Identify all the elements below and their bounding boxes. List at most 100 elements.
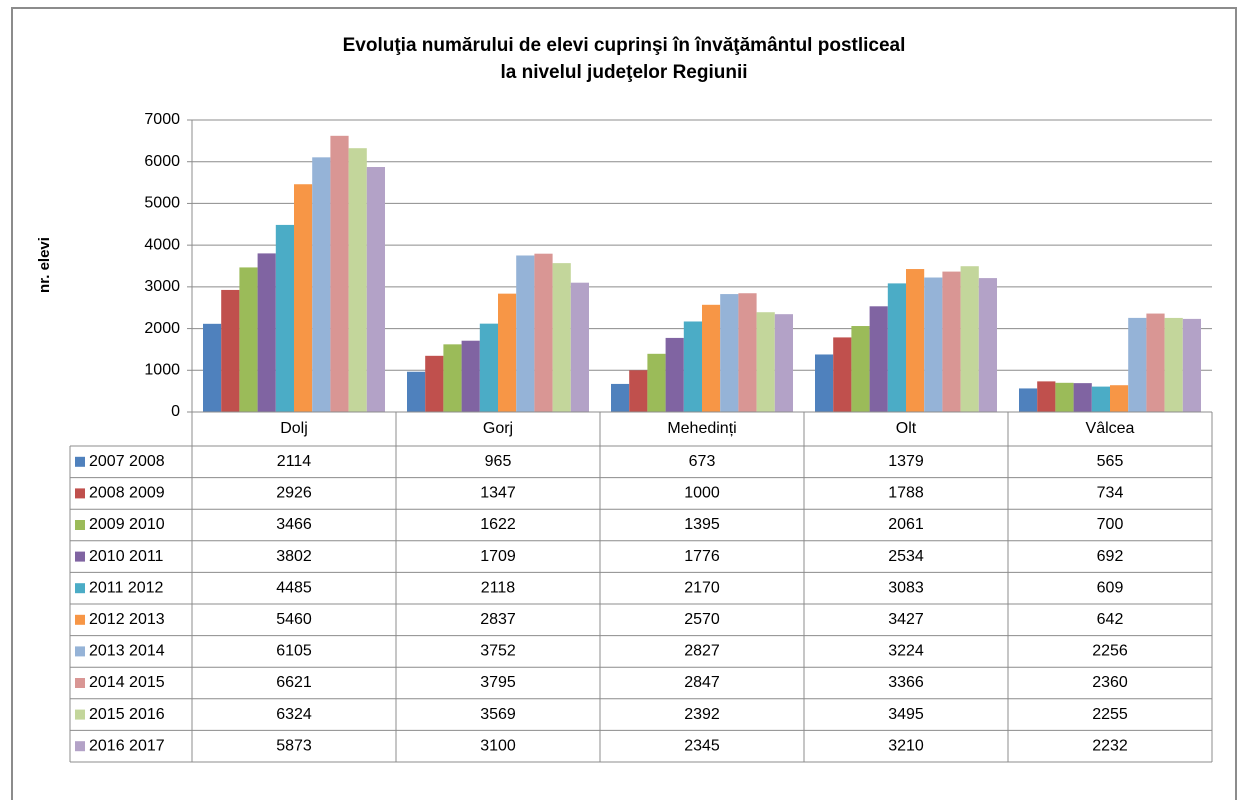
legend-key xyxy=(75,709,85,720)
legend-label: 2015 2016 xyxy=(89,706,165,723)
table-cell: 965 xyxy=(485,453,512,470)
table-cell: 642 xyxy=(1097,611,1124,628)
bar xyxy=(869,306,888,412)
legend-label: 2016 2017 xyxy=(89,737,165,754)
table-cell: 3569 xyxy=(480,706,516,723)
bar xyxy=(479,323,498,412)
bar xyxy=(1091,386,1110,412)
legend-label: 2007 2008 xyxy=(89,453,165,470)
table-cell: 3083 xyxy=(888,579,924,596)
y-tick-label: 6000 xyxy=(144,153,180,170)
bar xyxy=(1037,381,1056,412)
bar xyxy=(221,289,240,412)
bar xyxy=(942,271,961,412)
bar xyxy=(552,263,571,412)
table-cell: 2360 xyxy=(1092,674,1128,691)
bar xyxy=(312,157,331,412)
table-cell: 2232 xyxy=(1092,737,1128,754)
bar xyxy=(498,293,517,412)
legend-label: 2011 2012 xyxy=(89,579,164,596)
legend-key xyxy=(75,551,85,562)
y-tick-label: 2000 xyxy=(144,320,180,337)
bar xyxy=(534,253,553,412)
table-cell: 1379 xyxy=(888,453,924,470)
legend-key xyxy=(75,456,85,467)
table-cell: 2570 xyxy=(684,611,720,628)
table-cell: 1788 xyxy=(888,485,924,502)
table-cell: 6324 xyxy=(276,706,312,723)
bar xyxy=(1164,317,1183,412)
table-cell: 2847 xyxy=(684,674,720,691)
table-cell: 1000 xyxy=(684,485,720,502)
bar xyxy=(1128,317,1147,412)
y-axis-label: nr. elevi xyxy=(36,237,53,293)
x-tick-label: Gorj xyxy=(483,420,513,437)
bar xyxy=(461,340,480,412)
y-tick-label: 4000 xyxy=(144,236,180,253)
legend-label: 2010 2011 xyxy=(89,548,164,565)
table-cell: 1776 xyxy=(684,548,720,565)
bar xyxy=(629,370,648,412)
bar xyxy=(833,337,852,412)
table-cell: 2118 xyxy=(481,579,516,596)
table-cell: 2256 xyxy=(1092,643,1128,660)
chart-title: la nivelul judeţelor Regiunii xyxy=(500,62,747,83)
bar xyxy=(647,353,666,412)
bar xyxy=(407,371,426,412)
bar xyxy=(1055,382,1074,412)
table-cell: 2392 xyxy=(684,706,720,723)
table-cell: 2345 xyxy=(684,737,720,754)
y-tick-label: 5000 xyxy=(144,195,180,212)
bar xyxy=(1182,318,1201,412)
table-cell: 4485 xyxy=(276,579,312,596)
table-cell: 2534 xyxy=(888,548,924,565)
bar xyxy=(1146,313,1165,412)
table-cell: 3224 xyxy=(888,643,924,660)
table-cell: 5873 xyxy=(276,737,312,754)
table-cell: 1395 xyxy=(684,516,720,533)
table-cell: 6621 xyxy=(276,674,312,691)
table-cell: 609 xyxy=(1097,579,1124,596)
bar xyxy=(570,282,589,412)
table-cell: 3466 xyxy=(276,516,312,533)
table-cell: 5460 xyxy=(276,611,312,628)
table-cell: 6105 xyxy=(276,643,312,660)
table-cell: 2114 xyxy=(277,453,312,470)
bar xyxy=(978,278,997,412)
table-cell: 3366 xyxy=(888,674,924,691)
table-cell: 1347 xyxy=(480,485,516,502)
x-tick-label: Olt xyxy=(896,420,917,437)
bar xyxy=(1073,383,1092,412)
bar xyxy=(1110,385,1129,412)
legend-key xyxy=(75,614,85,625)
bar xyxy=(774,314,793,412)
table-cell: 3795 xyxy=(480,674,516,691)
table-cell: 3210 xyxy=(888,737,924,754)
bar xyxy=(257,253,276,412)
bar xyxy=(425,355,444,412)
x-tick-label: Mehedinți xyxy=(667,420,736,437)
bar xyxy=(239,267,258,412)
x-tick-label: Vâlcea xyxy=(1086,420,1135,437)
table-cell: 3495 xyxy=(888,706,924,723)
table-cell: 1622 xyxy=(480,516,516,533)
y-tick-label: 1000 xyxy=(144,362,180,379)
bar xyxy=(348,148,367,412)
table-cell: 673 xyxy=(689,453,716,470)
legend-key xyxy=(75,646,85,657)
table-cell: 2827 xyxy=(684,643,720,660)
bar xyxy=(443,344,462,412)
table-cell: 2837 xyxy=(480,611,516,628)
bar xyxy=(887,283,906,412)
bar xyxy=(960,266,979,412)
bar xyxy=(330,135,349,413)
legend-label: 2012 2013 xyxy=(89,611,165,628)
legend-key xyxy=(75,488,85,499)
legend-label: 2008 2009 xyxy=(89,485,165,502)
y-tick-label: 0 xyxy=(171,403,180,420)
bar xyxy=(294,184,313,412)
y-tick-label: 3000 xyxy=(144,278,180,295)
table-cell: 1709 xyxy=(480,548,516,565)
bar xyxy=(366,167,385,412)
